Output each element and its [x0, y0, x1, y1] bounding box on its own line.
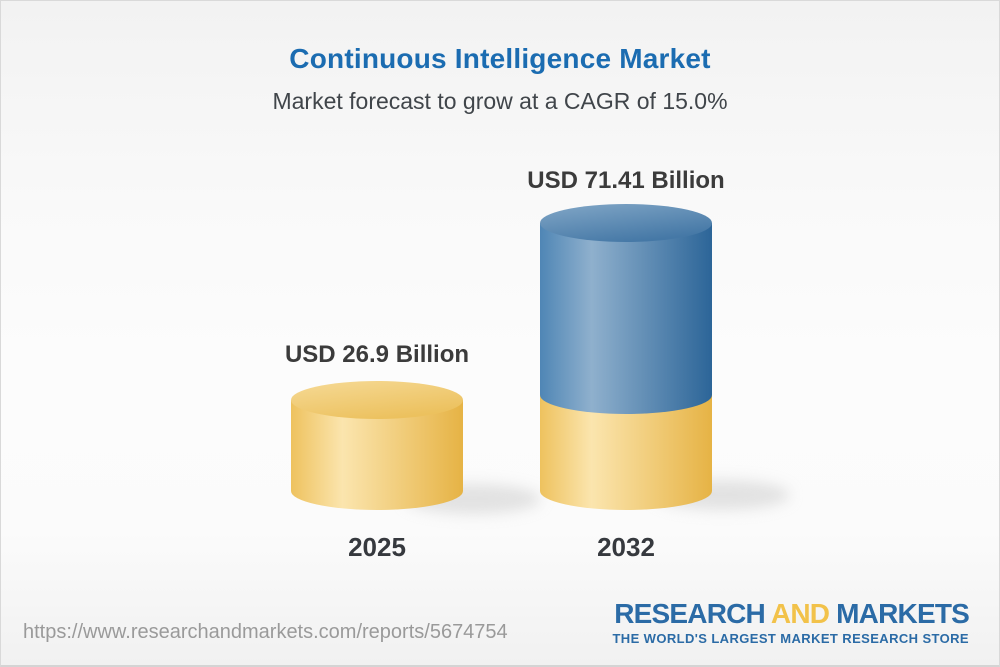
- value-label-2025: USD 26.9 Billion: [284, 341, 470, 368]
- bar-2025-cylinder: [291, 381, 463, 510]
- year-label-2025: 2025: [348, 532, 406, 562]
- logo-wordmark: RESEARCH AND MARKETS: [612, 598, 970, 629]
- source-url-link[interactable]: https://www.researchandmarkets.com/repor…: [23, 621, 508, 643]
- year-label-2032: 2032: [597, 532, 655, 562]
- researchandmarkets-logo: RESEARCH AND MARKETS THE WORLD'S LARGEST…: [612, 598, 970, 647]
- logo-word-markets: MARKETS: [836, 598, 970, 629]
- logo-word-and: AND: [770, 598, 830, 629]
- logo-word-research: RESEARCH: [614, 598, 766, 629]
- chart-title: Continuous Intelligence Market: [289, 43, 711, 74]
- chart-subtitle: Market forecast to grow at a CAGR of 15.…: [272, 88, 728, 114]
- bar-2032-cylinder: [540, 204, 712, 510]
- logo-tagline: THE WORLD'S LARGEST MARKET RESEARCH STOR…: [612, 631, 969, 646]
- value-label-2032: USD 71.41 Billion: [527, 167, 725, 194]
